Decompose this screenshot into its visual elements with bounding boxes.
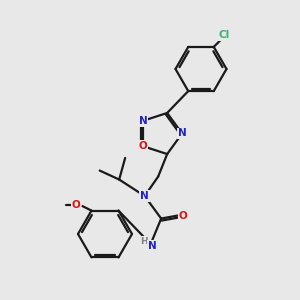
- Text: O: O: [139, 141, 147, 151]
- Text: Cl: Cl: [219, 30, 230, 40]
- Text: N: N: [139, 116, 147, 126]
- Text: O: O: [179, 211, 188, 220]
- Text: N: N: [148, 241, 157, 250]
- Text: O: O: [71, 200, 80, 210]
- Text: N: N: [140, 191, 149, 201]
- Text: N: N: [178, 128, 187, 139]
- Text: H: H: [140, 237, 148, 246]
